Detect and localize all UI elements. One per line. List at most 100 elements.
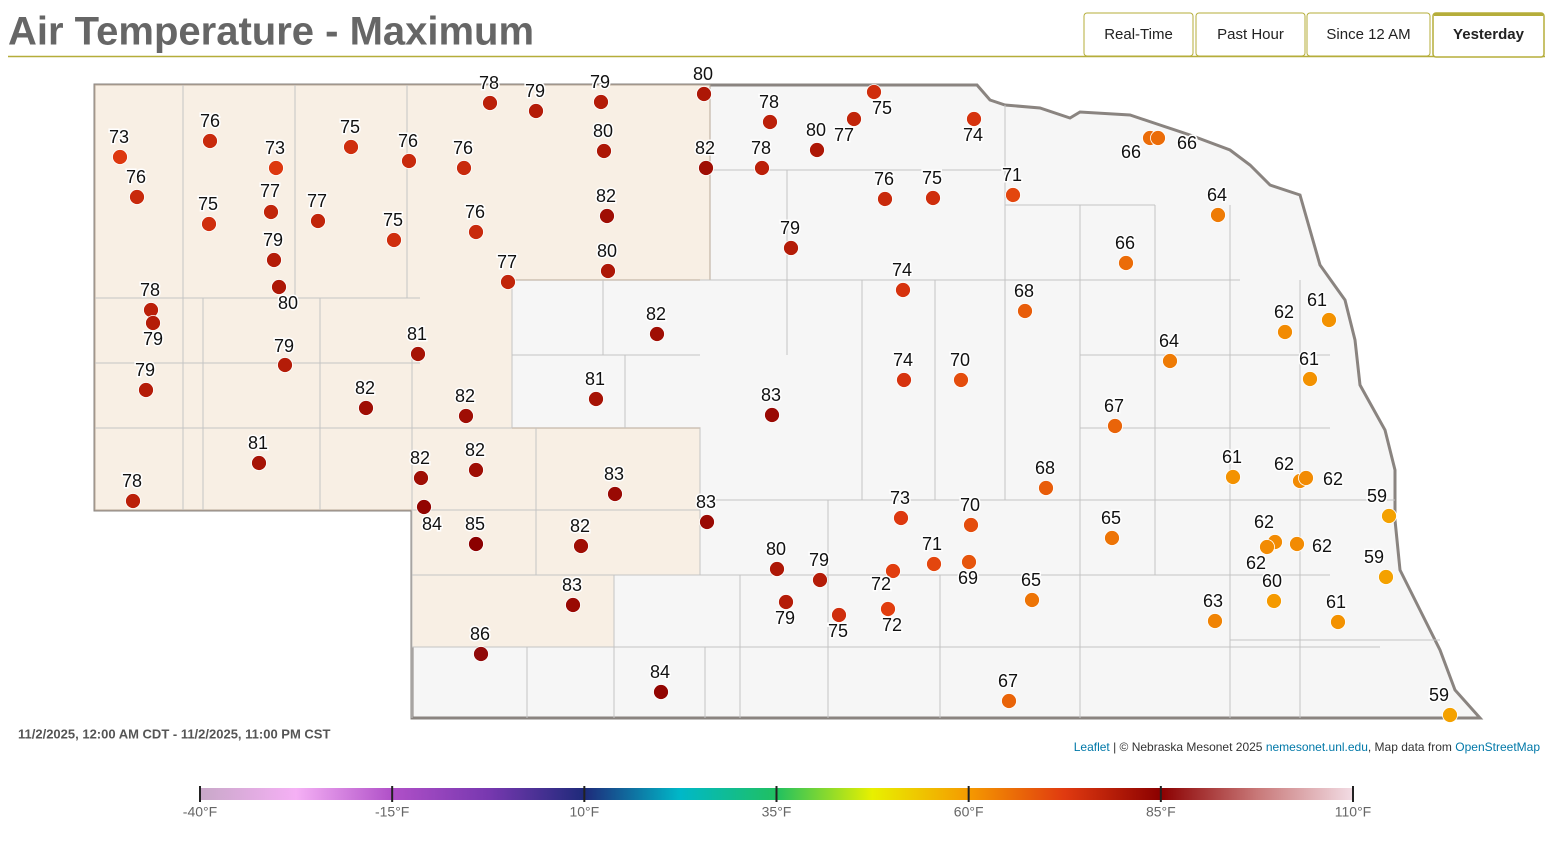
- station-dot[interactable]: [754, 160, 770, 176]
- station-dot[interactable]: [653, 684, 669, 700]
- station-dot[interactable]: [778, 594, 794, 610]
- station-dot[interactable]: [600, 263, 616, 279]
- station-dot[interactable]: [473, 646, 489, 662]
- station-dot[interactable]: [1162, 353, 1178, 369]
- station-dot[interactable]: [565, 597, 581, 613]
- station-dot[interactable]: [762, 114, 778, 130]
- station-dot[interactable]: [599, 208, 615, 224]
- station-dot[interactable]: [831, 607, 847, 623]
- station-dot[interactable]: [413, 470, 429, 486]
- station-dot[interactable]: [528, 103, 544, 119]
- station-dot[interactable]: [1321, 312, 1337, 328]
- station-dot[interactable]: [1302, 371, 1318, 387]
- station-dot[interactable]: [1118, 255, 1134, 271]
- osm-link[interactable]: OpenStreetMap: [1455, 740, 1540, 754]
- station-dot[interactable]: [1107, 418, 1123, 434]
- station-dot[interactable]: [596, 143, 612, 159]
- station-dot[interactable]: [145, 315, 161, 331]
- station-dot[interactable]: [251, 455, 267, 471]
- station-dot[interactable]: [953, 372, 969, 388]
- station-dot[interactable]: [343, 139, 359, 155]
- station-dot[interactable]: [1001, 693, 1017, 709]
- tab-box[interactable]: [1195, 12, 1306, 57]
- station-dot[interactable]: [1038, 480, 1054, 496]
- station-dot[interactable]: [112, 149, 128, 165]
- station-dot[interactable]: [966, 111, 982, 127]
- station-dot[interactable]: [866, 84, 882, 100]
- station-dot[interactable]: [125, 493, 141, 509]
- station-dot[interactable]: [1210, 207, 1226, 223]
- station-dot[interactable]: [268, 160, 284, 176]
- station-dot[interactable]: [468, 224, 484, 240]
- station-dot[interactable]: [588, 391, 604, 407]
- station-dot[interactable]: [769, 561, 785, 577]
- site-link[interactable]: nemesonet.unl.edu: [1266, 740, 1368, 754]
- station-dot[interactable]: [410, 346, 426, 362]
- tab-label[interactable]: Yesterday: [1453, 26, 1525, 43]
- station-dot[interactable]: [458, 408, 474, 424]
- tab-label[interactable]: Past Hour: [1217, 26, 1284, 43]
- station-dot[interactable]: [963, 517, 979, 533]
- station-dot[interactable]: [1277, 324, 1293, 340]
- station-dot[interactable]: [812, 572, 828, 588]
- station-dot[interactable]: [271, 279, 287, 295]
- station-dot[interactable]: [885, 563, 901, 579]
- station-dot[interactable]: [1150, 130, 1166, 146]
- station-dot[interactable]: [456, 160, 472, 176]
- station-dot[interactable]: [263, 204, 279, 220]
- tab-label[interactable]: Since 12 AM: [1326, 26, 1410, 43]
- station-dot[interactable]: [573, 538, 589, 554]
- station-dot[interactable]: [764, 407, 780, 423]
- station-dot[interactable]: [416, 499, 432, 515]
- station-dot[interactable]: [696, 86, 712, 102]
- station-dot[interactable]: [699, 514, 715, 530]
- leaflet-link[interactable]: Leaflet: [1074, 740, 1111, 754]
- station-dot[interactable]: [1207, 613, 1223, 629]
- station-dot[interactable]: [893, 510, 909, 526]
- station-dot[interactable]: [1259, 539, 1275, 555]
- station-dot[interactable]: [593, 94, 609, 110]
- station-dot[interactable]: [607, 486, 623, 502]
- station-dot[interactable]: [1024, 592, 1040, 608]
- station-dot[interactable]: [468, 536, 484, 552]
- station-dot[interactable]: [846, 111, 862, 127]
- station-dot[interactable]: [1266, 593, 1282, 609]
- station-dot[interactable]: [1378, 569, 1394, 585]
- station-dot[interactable]: [138, 382, 154, 398]
- station-dot[interactable]: [1104, 530, 1120, 546]
- station-dot[interactable]: [500, 274, 516, 290]
- station-dot[interactable]: [877, 191, 893, 207]
- station-dot[interactable]: [277, 357, 293, 373]
- station-dot[interactable]: [1381, 508, 1397, 524]
- station-dot[interactable]: [401, 153, 417, 169]
- tab-label[interactable]: Real-Time: [1104, 26, 1173, 43]
- station-dot[interactable]: [358, 400, 374, 416]
- station-dot[interactable]: [201, 216, 217, 232]
- station-dot[interactable]: [1017, 303, 1033, 319]
- station-dot[interactable]: [698, 160, 714, 176]
- station-dot[interactable]: [1005, 187, 1021, 203]
- station-dot[interactable]: [880, 601, 896, 617]
- station-dot[interactable]: [386, 232, 402, 248]
- tab-box[interactable]: [1306, 12, 1431, 57]
- station-dot[interactable]: [1225, 469, 1241, 485]
- station-dot[interactable]: [482, 95, 498, 111]
- station-dot[interactable]: [809, 142, 825, 158]
- station-dot[interactable]: [896, 372, 912, 388]
- station-dot[interactable]: [961, 554, 977, 570]
- station-dot[interactable]: [925, 190, 941, 206]
- station-dot[interactable]: [202, 133, 218, 149]
- station-dot[interactable]: [468, 462, 484, 478]
- station-dot[interactable]: [649, 326, 665, 342]
- station-dot[interactable]: [129, 189, 145, 205]
- station-dot[interactable]: [143, 302, 159, 318]
- station-dot[interactable]: [895, 282, 911, 298]
- station-dot[interactable]: [926, 556, 942, 572]
- station-dot[interactable]: [266, 252, 282, 268]
- station-dot[interactable]: [1289, 536, 1305, 552]
- station-dot[interactable]: [783, 240, 799, 256]
- station-dot[interactable]: [310, 213, 326, 229]
- station-dot[interactable]: [1330, 614, 1346, 630]
- station-dot[interactable]: [1442, 707, 1458, 723]
- tab-box[interactable]: [1083, 12, 1194, 57]
